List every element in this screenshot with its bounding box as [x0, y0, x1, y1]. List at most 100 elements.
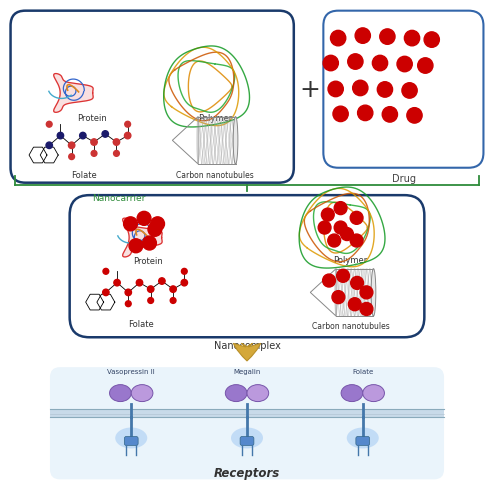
- Circle shape: [353, 80, 368, 96]
- Text: Vasopressin II: Vasopressin II: [107, 369, 155, 375]
- Circle shape: [69, 154, 75, 160]
- Polygon shape: [123, 218, 162, 257]
- Text: Receptors: Receptors: [214, 468, 280, 480]
- Ellipse shape: [131, 384, 153, 402]
- Circle shape: [148, 222, 162, 236]
- Text: Megalin: Megalin: [233, 369, 261, 375]
- Circle shape: [334, 221, 347, 234]
- Ellipse shape: [225, 384, 247, 402]
- Circle shape: [355, 28, 370, 44]
- Circle shape: [377, 82, 393, 97]
- Circle shape: [407, 108, 422, 123]
- Text: Folate: Folate: [128, 320, 154, 329]
- Ellipse shape: [371, 268, 376, 316]
- Circle shape: [418, 58, 433, 73]
- Circle shape: [102, 130, 109, 137]
- Circle shape: [124, 132, 131, 139]
- Ellipse shape: [363, 384, 384, 402]
- Circle shape: [91, 150, 97, 156]
- Circle shape: [397, 56, 412, 72]
- Circle shape: [358, 105, 373, 120]
- Circle shape: [336, 270, 349, 282]
- Circle shape: [340, 228, 353, 240]
- FancyBboxPatch shape: [124, 436, 138, 446]
- Text: Protein: Protein: [133, 258, 164, 266]
- Text: Folate: Folate: [72, 171, 97, 180]
- Circle shape: [322, 208, 334, 221]
- Circle shape: [136, 280, 143, 286]
- Circle shape: [69, 142, 75, 148]
- Circle shape: [80, 132, 86, 139]
- FancyBboxPatch shape: [324, 10, 484, 168]
- Circle shape: [181, 280, 188, 286]
- Circle shape: [380, 29, 395, 44]
- Text: Nanocomplex: Nanocomplex: [213, 341, 281, 351]
- Circle shape: [91, 139, 97, 145]
- Circle shape: [129, 239, 143, 252]
- Circle shape: [330, 30, 346, 46]
- Circle shape: [151, 217, 165, 231]
- Ellipse shape: [247, 384, 269, 402]
- Circle shape: [323, 56, 338, 70]
- FancyBboxPatch shape: [70, 195, 424, 338]
- Ellipse shape: [341, 384, 363, 402]
- Circle shape: [46, 142, 52, 148]
- Ellipse shape: [233, 116, 238, 164]
- Circle shape: [350, 212, 363, 224]
- Circle shape: [148, 298, 154, 304]
- FancyBboxPatch shape: [10, 10, 294, 182]
- Circle shape: [125, 289, 131, 296]
- Text: Protein: Protein: [77, 114, 107, 123]
- Circle shape: [124, 217, 137, 231]
- Circle shape: [333, 106, 348, 122]
- Text: Folate: Folate: [352, 369, 373, 375]
- Text: Carbon nanotubules: Carbon nanotubules: [176, 171, 254, 180]
- Circle shape: [159, 278, 165, 284]
- FancyBboxPatch shape: [50, 367, 444, 480]
- Circle shape: [114, 280, 120, 286]
- Circle shape: [114, 150, 120, 156]
- Circle shape: [360, 302, 373, 316]
- Circle shape: [318, 221, 331, 234]
- Circle shape: [148, 286, 154, 292]
- Text: Nanocarrier: Nanocarrier: [92, 194, 146, 202]
- Circle shape: [350, 234, 363, 247]
- Text: Polymer: Polymer: [333, 256, 368, 265]
- Ellipse shape: [110, 384, 131, 402]
- Circle shape: [351, 276, 364, 289]
- Circle shape: [328, 234, 340, 247]
- Circle shape: [424, 32, 439, 48]
- Circle shape: [103, 289, 109, 296]
- Circle shape: [328, 81, 343, 96]
- FancyBboxPatch shape: [356, 436, 370, 446]
- Circle shape: [348, 298, 361, 310]
- Polygon shape: [54, 74, 93, 112]
- Circle shape: [46, 122, 52, 127]
- Circle shape: [405, 30, 420, 46]
- Circle shape: [137, 212, 151, 226]
- Circle shape: [170, 286, 176, 292]
- Circle shape: [103, 268, 109, 274]
- Text: Carbon nanotubules: Carbon nanotubules: [312, 322, 389, 332]
- Circle shape: [57, 132, 64, 139]
- Circle shape: [181, 268, 187, 274]
- Circle shape: [323, 274, 335, 287]
- Circle shape: [125, 122, 130, 127]
- Ellipse shape: [347, 428, 379, 448]
- Text: Drug: Drug: [392, 174, 415, 184]
- FancyBboxPatch shape: [240, 436, 254, 446]
- Text: Polymer: Polymer: [198, 114, 232, 123]
- Circle shape: [402, 82, 417, 98]
- Ellipse shape: [231, 428, 263, 448]
- Ellipse shape: [115, 428, 147, 448]
- Circle shape: [372, 56, 388, 70]
- Circle shape: [382, 106, 398, 122]
- Circle shape: [334, 202, 347, 214]
- Circle shape: [170, 298, 176, 304]
- Circle shape: [348, 54, 363, 70]
- Circle shape: [125, 301, 131, 306]
- Text: +: +: [300, 78, 321, 102]
- Circle shape: [143, 236, 157, 250]
- Circle shape: [360, 286, 373, 299]
- Circle shape: [113, 139, 120, 145]
